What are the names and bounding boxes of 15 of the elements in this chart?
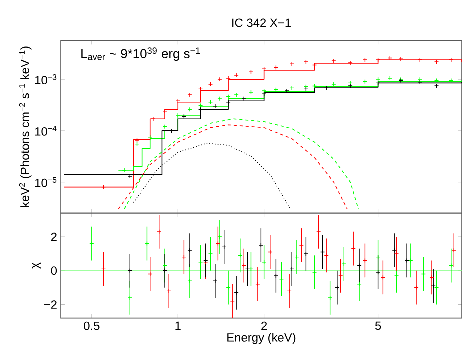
text: keV$^{2}$ (Photons cm$^{−2}$ s$^{−1}$ keV$^{−1}$) [19, 46, 32, 208]
y-tick-label: 10$^{−4}$ [36, 126, 57, 136]
x-tick-label: 0.5 [84, 322, 100, 330]
y-tick-label: 10$^{−3}$ [36, 74, 57, 85]
x-tick-label: 2 [262, 322, 268, 330]
y-tick-label: 2 [51, 232, 57, 242]
y-tick-label: 10$^{−5}$ [36, 177, 57, 188]
chart-title: IC 342 X−1 [232, 18, 291, 28]
annotation: L$_{aver}$ ~ 9*10$^{39}$ erg s$^{−1}$ [82, 48, 200, 62]
x-tick-label: 1 [176, 322, 181, 330]
x-tick-label: 5 [375, 322, 382, 330]
x-axis-title: Energy (keV) [228, 333, 296, 344]
y-axis-title: χ [32, 262, 41, 269]
y-tick-label: 0 [51, 266, 58, 276]
y-tick-label: −2 [44, 300, 57, 309]
